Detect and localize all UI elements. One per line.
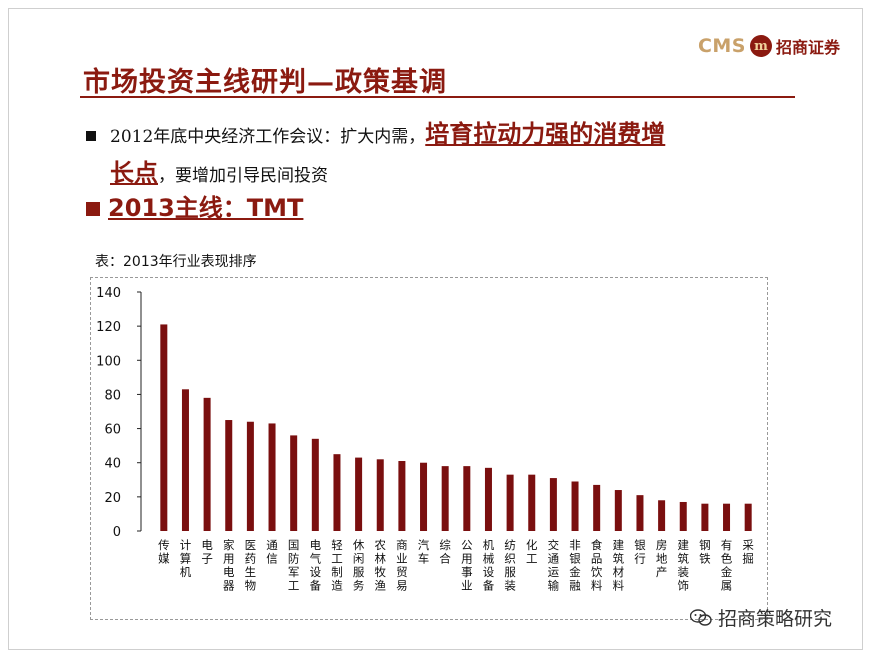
bullet-2: 2013主线：TMT — [86, 188, 303, 223]
x-tick-label: 钢铁 — [699, 538, 711, 566]
bar — [290, 435, 298, 531]
bar — [268, 423, 276, 531]
slide-title: 市场投资主线研判—政策基调 — [83, 67, 447, 98]
x-tick-label: 轻工制造 — [331, 538, 343, 593]
x-tick-label: 家用电器 — [223, 538, 235, 593]
x-tick-label: 休闲服务 — [353, 538, 365, 593]
x-tick-label: 公用事业 — [461, 538, 473, 593]
x-tick-label: 有色金属 — [721, 538, 733, 593]
bar — [160, 324, 168, 531]
bar — [701, 503, 709, 531]
bar — [225, 420, 233, 531]
x-tick-label: 纺织服装 — [504, 538, 516, 593]
y-tick-label: 140 — [96, 286, 121, 301]
y-tick-label: 20 — [104, 491, 121, 506]
watermark-text: 招商策略研究 — [718, 608, 833, 630]
bullet-1-prefix: 2012年底中央经济工作会议：扩大内需， — [110, 127, 426, 147]
y-tick-label: 0 — [113, 525, 121, 540]
bullet-square-icon — [86, 202, 100, 216]
x-tick-label: 医药生物 — [245, 538, 257, 593]
x-tick-label: 综合 — [439, 538, 451, 566]
y-tick-label: 60 — [104, 423, 121, 438]
x-tick-label: 银行 — [634, 538, 646, 566]
bullet-2-text: 2013主线：TMT — [108, 194, 304, 222]
x-tick-label: 国防军工 — [288, 538, 300, 593]
bar — [311, 438, 319, 531]
bar — [203, 397, 211, 531]
x-tick-label: 建筑材料 — [613, 538, 625, 593]
y-tick-label: 40 — [104, 457, 121, 472]
bar — [506, 474, 514, 531]
x-tick-label: 交通运输 — [548, 538, 560, 593]
bar-chart: 0 20 40 60 80 100 120 140 传媒计算机电子家用电器医药生物通信国防军工电… — [96, 286, 754, 593]
bar — [723, 503, 731, 531]
x-tick-label: 农林牧渔 — [375, 538, 387, 593]
bullet-1: 2012年底中央经济工作会议：扩大内需，培育拉动力强的消费增 长点，要增加引导民… — [86, 116, 806, 194]
y-tick-label: 120 — [96, 320, 121, 335]
bullet-1-emphasis-2: 长点 — [110, 158, 158, 187]
bullet-square-icon — [86, 131, 96, 141]
bar — [441, 466, 449, 531]
bar — [571, 481, 579, 531]
bar — [463, 466, 471, 531]
bar — [528, 474, 536, 531]
bar — [376, 459, 384, 531]
x-tick-label: 汽车 — [418, 538, 430, 566]
y-tick-label: 80 — [104, 388, 121, 403]
x-tick-label: 计算机 — [180, 538, 192, 579]
wechat-watermark: 招商策略研究 — [690, 604, 832, 631]
bar — [181, 389, 189, 531]
slide-frame — [8, 8, 863, 650]
x-tick-label: 建筑装饰 — [678, 538, 690, 593]
title-divider — [80, 96, 795, 98]
logo-cms-text: CMS — [697, 35, 746, 57]
bar — [246, 421, 254, 531]
x-tick-label: 采掘 — [742, 538, 754, 566]
bar — [484, 467, 492, 531]
x-tick-label: 房地产 — [656, 538, 668, 579]
x-tick-label: 传媒 — [158, 538, 170, 566]
y-tick-label: 100 — [96, 354, 121, 369]
bar — [420, 462, 428, 531]
bar — [355, 457, 363, 531]
x-tick-label: 食品饮料 — [591, 538, 603, 593]
bar — [333, 454, 341, 531]
bar — [593, 484, 601, 531]
bullet-1-suffix: ，要增加引导民间投资 — [158, 166, 328, 186]
x-tick-label: 通信 — [266, 538, 278, 566]
bar — [398, 461, 406, 531]
bar — [636, 495, 644, 531]
logo-mark-icon: m — [749, 35, 772, 57]
chart-caption: 表：2013年行业表现排序 — [95, 254, 257, 270]
logo-company-name: 招商证券 — [775, 38, 840, 57]
x-tick-label: 化工 — [526, 538, 538, 566]
x-tick-label: 电气设备 — [310, 538, 322, 593]
bar — [614, 490, 622, 531]
x-tick-label: 非银金融 — [569, 538, 581, 593]
company-logo: CMS m 招商证券 — [698, 34, 840, 58]
x-tick-label: 电子 — [201, 538, 213, 566]
bar — [679, 501, 687, 531]
wechat-icon — [690, 608, 712, 626]
x-tick-label: 商业贸易 — [396, 538, 408, 593]
chart-container: 0 20 40 60 80 100 120 140 传媒 计算机 电子 家用电器 医药生物 通信 国防军工电… — [90, 277, 768, 620]
bullet-1-emphasis-1: 培育拉动力强的消费增 — [425, 119, 666, 148]
bar — [744, 503, 752, 531]
bar — [549, 478, 557, 531]
x-tick-label: 机械设备 — [483, 538, 495, 593]
bar — [658, 500, 666, 531]
